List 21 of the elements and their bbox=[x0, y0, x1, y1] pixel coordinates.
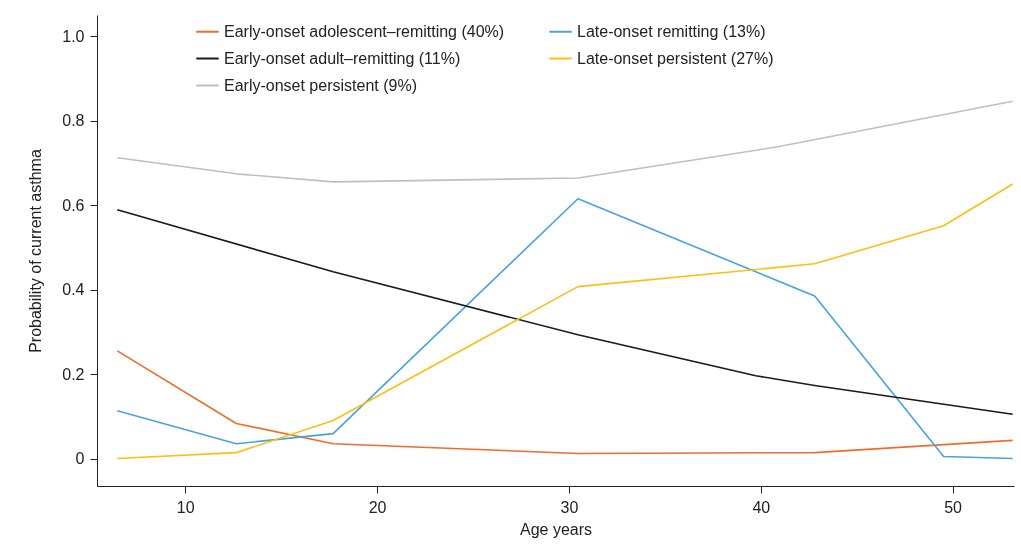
legend-label: Late-onset persistent (27%) bbox=[577, 49, 774, 67]
y-tick-label: 0.4 bbox=[62, 281, 85, 299]
x-tick-label: 50 bbox=[944, 498, 963, 516]
y-tick-label: 0.8 bbox=[62, 112, 85, 130]
y-tick-label: 0.6 bbox=[62, 196, 85, 214]
legend-label: Early-onset adult–remitting (11%) bbox=[224, 49, 461, 67]
legend-label: Late-onset remitting (13%) bbox=[577, 22, 766, 40]
x-tick-label: 40 bbox=[752, 498, 771, 516]
legend-label: Early-onset persistent (9%) bbox=[224, 76, 417, 94]
y-tick-label: 1.0 bbox=[62, 27, 85, 45]
x-axis-title: Age years bbox=[519, 520, 593, 538]
line-series bbox=[116, 350, 1014, 455]
y-tick-label: 0 bbox=[75, 450, 85, 468]
y-tick-label: 0.2 bbox=[62, 365, 85, 383]
legend-label: Early-onset adolescent–remitting (40%) bbox=[224, 22, 505, 40]
x-tick-label: 10 bbox=[176, 498, 195, 516]
y-axis-title: Probability of current asthma bbox=[27, 149, 45, 353]
line-series bbox=[116, 208, 1014, 415]
line-series bbox=[116, 100, 1014, 183]
x-tick-label: 30 bbox=[560, 498, 579, 516]
x-tick-label: 20 bbox=[368, 498, 387, 516]
